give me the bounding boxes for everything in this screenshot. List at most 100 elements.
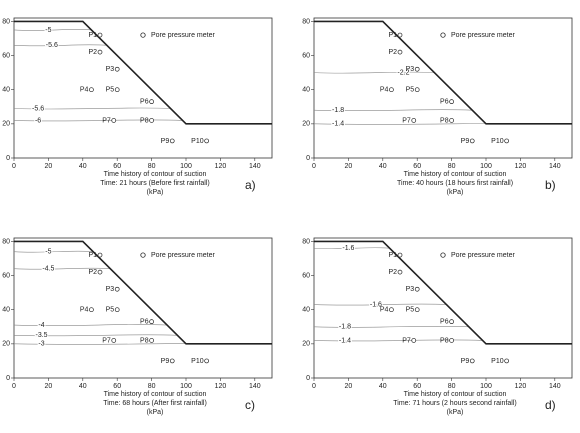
- sensor: [204, 358, 209, 364]
- sensor-label: P1: [88, 252, 97, 259]
- y-tick-label: 0: [6, 155, 10, 162]
- panel-tag: b): [545, 178, 556, 192]
- sensor-label: P4: [380, 87, 389, 94]
- y-tick-label: 40: [302, 87, 310, 94]
- x-tick-label: 20: [45, 383, 53, 390]
- legend-label: Pore pressure meter: [151, 32, 215, 39]
- sensor: [469, 138, 475, 144]
- x-tick-label: 0: [312, 383, 316, 390]
- x-tick-label: 80: [148, 163, 156, 170]
- sensor-label: P4: [380, 307, 389, 314]
- contour-label: -1.8: [339, 324, 351, 331]
- contour-label: -4.5: [42, 266, 54, 273]
- y-tick-label: 60: [2, 272, 10, 279]
- contour-line: [13, 324, 168, 326]
- x-tick-label: 80: [448, 163, 456, 170]
- x-tick-label: 60: [113, 383, 121, 390]
- x-tick-label: 140: [549, 383, 561, 390]
- sensor: [389, 307, 394, 313]
- sensor-label: P7: [102, 117, 111, 124]
- sensor-label: P7: [102, 337, 111, 344]
- x-tick-label: 40: [379, 383, 387, 390]
- caption: (kPa): [147, 409, 164, 416]
- sensor: [97, 269, 103, 275]
- sensor: [469, 358, 475, 364]
- y-tick-label: 40: [2, 307, 10, 314]
- caption: Time: 21 hours (Before first rainfall): [100, 180, 209, 187]
- sensor-label: P3: [406, 66, 415, 73]
- contour-label: -2.2: [397, 69, 409, 76]
- slope-profile: [14, 240, 272, 345]
- x-tick-label: 20: [45, 163, 53, 170]
- x-tick-label: 60: [413, 383, 421, 390]
- sensor-label: P7: [402, 337, 411, 344]
- sensor: [414, 87, 420, 93]
- y-tick-label: 40: [2, 87, 10, 94]
- contour-label: -1.8: [332, 107, 344, 114]
- x-tick-label: 120: [515, 163, 527, 170]
- sensor: [169, 358, 175, 364]
- contour-line: [313, 109, 473, 112]
- x-tick-label: 120: [215, 163, 227, 170]
- x-tick-label: 140: [549, 163, 561, 170]
- sensor-label: P4: [80, 87, 89, 94]
- sensor: [449, 319, 454, 325]
- sensor: [411, 338, 417, 343]
- sensor: [169, 138, 175, 144]
- sensor-label: P6: [440, 99, 449, 106]
- sensor: [414, 286, 420, 292]
- legend-label: Pore pressure meter: [451, 252, 515, 259]
- contour-label: -1.6: [370, 301, 382, 308]
- panel-tag: a): [245, 178, 256, 192]
- sensor-label: P8: [140, 337, 149, 344]
- caption: (kPa): [147, 189, 164, 196]
- x-tick-label: 40: [79, 163, 87, 170]
- y-tick-label: 80: [302, 238, 310, 245]
- y-tick-label: 0: [306, 375, 310, 382]
- legend-marker: [140, 32, 146, 38]
- sensor-label: P5: [406, 307, 415, 314]
- contour-label: -5.6: [32, 105, 44, 112]
- x-tick-label: 100: [480, 383, 492, 390]
- sensor-label: P2: [88, 49, 97, 56]
- sensor: [111, 118, 117, 123]
- contour-line: [313, 247, 390, 250]
- sensor: [449, 99, 454, 105]
- sensor-label: P1: [388, 32, 397, 39]
- y-tick-label: 40: [302, 307, 310, 314]
- sensor-label: P9: [161, 358, 170, 365]
- x-tick-label: 40: [79, 383, 87, 390]
- contour-label: -1.4: [339, 337, 351, 344]
- caption: (kPa): [447, 189, 464, 196]
- sensor: [114, 87, 120, 93]
- sensor-label: P3: [406, 286, 415, 293]
- sensor: [89, 307, 94, 313]
- contour-label: -3: [38, 341, 44, 348]
- sensor: [114, 307, 120, 313]
- sensor: [149, 99, 154, 105]
- contour-line: [313, 325, 469, 328]
- x-tick-label: 140: [249, 383, 261, 390]
- x-tick-label: 120: [215, 383, 227, 390]
- y-tick-label: 20: [302, 341, 310, 348]
- sensor-label: P10: [491, 358, 504, 365]
- sensor: [97, 252, 103, 258]
- contour-line: [13, 44, 107, 47]
- sensor: [414, 66, 420, 72]
- contour-label: -3.5: [35, 332, 47, 339]
- contour-line: [13, 267, 111, 270]
- sensor: [97, 32, 103, 38]
- panel-tag: d): [545, 398, 556, 412]
- sensor-label: P1: [388, 252, 397, 259]
- legend-label: Pore pressure meter: [151, 252, 215, 259]
- x-tick-label: 60: [413, 163, 421, 170]
- caption: Time history of contour of suction: [104, 171, 207, 178]
- caption: Time: 40 hours (18 hours first rainfall): [397, 180, 513, 187]
- caption: Time history of contour of suction: [404, 391, 507, 398]
- sensor-label: P5: [406, 87, 415, 94]
- contour-line: [13, 29, 92, 31]
- contour-line: [313, 303, 447, 306]
- sensor: [149, 319, 154, 325]
- legend-marker: [440, 252, 446, 258]
- sensor-label: P10: [191, 358, 204, 365]
